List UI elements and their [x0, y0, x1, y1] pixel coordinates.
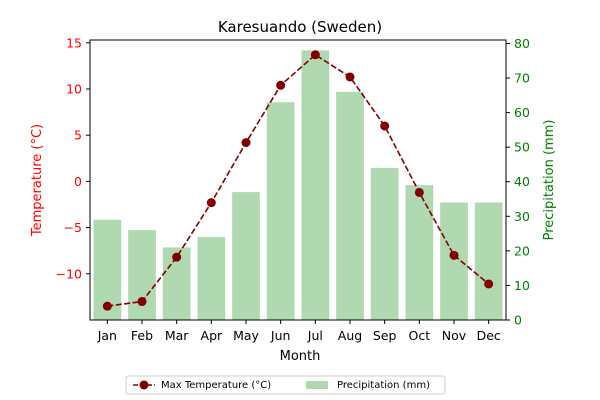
temperature-point: [414, 187, 424, 197]
legend-line-marker: [139, 380, 149, 390]
right-y-tick-label: 80: [514, 36, 530, 51]
x-tick-label: Oct: [409, 328, 431, 343]
precipitation-bar: [301, 50, 330, 321]
temperature-point: [380, 121, 390, 131]
temperature-point: [276, 80, 286, 90]
temperature-point: [310, 50, 320, 60]
right-y-tick-label: 40: [514, 174, 530, 189]
temperature-series-line: [107, 53, 490, 307]
right-y-tick-label: 20: [514, 243, 530, 258]
x-axis-label: Month: [280, 349, 321, 364]
right-y-tick-label: 10: [514, 278, 530, 293]
precipitation-bar: [197, 237, 226, 320]
precipitation-bar: [474, 202, 503, 320]
right-y-tick-label: 30: [514, 209, 530, 224]
chart-title: Karesuando (Sweden): [218, 18, 382, 36]
x-tick-label: Nov: [442, 328, 467, 343]
x-tick-label: Sep: [373, 328, 397, 343]
right-y-tick-label: 50: [514, 140, 530, 155]
x-tick-label: Mar: [165, 328, 189, 343]
precipitation-bar: [232, 192, 260, 320]
x-tick-label: Aug: [338, 328, 362, 343]
left-y-tick-label: 0: [74, 174, 82, 189]
right-y-axis: 0 10 20 30 40 50 60 70 80: [506, 36, 530, 328]
temperature-point: [449, 250, 459, 260]
precipitation-bar: [440, 202, 468, 320]
x-tick-label: Apr: [201, 328, 223, 343]
x-tick-label: Jul: [307, 328, 323, 343]
left-y-axis: −10 −5 0 5 10 15: [56, 35, 90, 281]
temperature-point: [172, 252, 182, 262]
precipitation-bars: [93, 50, 503, 321]
temperature-point: [102, 301, 112, 311]
temperature-point: [241, 138, 251, 148]
legend-label-precipitation: Precipitation (mm): [337, 380, 430, 391]
right-y-tick-label: 70: [514, 71, 530, 86]
temperature-line: [102, 50, 494, 311]
temperature-point: [206, 198, 216, 208]
x-tick-label: Dec: [477, 328, 501, 343]
precipitation-bar: [336, 91, 364, 320]
x-tick-label: Feb: [131, 328, 153, 343]
left-y-tick-label: 5: [74, 128, 82, 143]
right-y-axis-label: Precipitation (mm): [542, 120, 557, 241]
legend-bar-swatch: [306, 381, 328, 389]
left-y-tick-label: 15: [66, 35, 82, 50]
x-axis: Jan Feb Mar Apr May Jun Jul Aug Sep Oct Nov Dec: [97, 320, 501, 343]
right-y-tick-label: 0: [514, 313, 522, 328]
plot-frame: [89, 39, 507, 321]
left-y-tick-label: −10: [56, 266, 82, 281]
left-y-tick-label: 10: [66, 81, 82, 96]
legend-label-temperature: Max Temperature (°C): [161, 380, 271, 391]
precipitation-bar: [370, 167, 399, 320]
temperature-point: [345, 72, 355, 82]
precipitation-bar: [128, 230, 156, 320]
left-y-tick-label: −5: [64, 220, 82, 235]
legend-box: [125, 375, 446, 395]
left-y-axis-label: Temperature (°C): [30, 124, 45, 237]
x-tick-label: May: [233, 328, 259, 343]
precipitation-bar: [266, 102, 295, 320]
temperature-point: [137, 297, 147, 307]
x-tick-label: Jan: [97, 328, 117, 343]
x-tick-label: Jun: [270, 328, 291, 343]
legend: Max Temperature (°C) Precipitation (mm): [125, 375, 446, 395]
temperature-point: [484, 279, 494, 289]
precipitation-bar: [405, 185, 434, 320]
right-y-tick-label: 60: [514, 105, 530, 120]
